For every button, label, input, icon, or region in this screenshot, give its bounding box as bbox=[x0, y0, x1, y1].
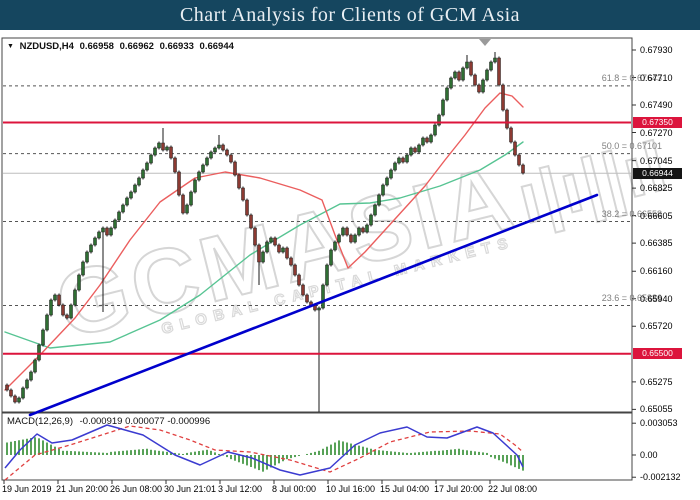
price-tick-label: 0.65055 bbox=[640, 404, 673, 415]
macd-axis-label: -0.002132 bbox=[640, 472, 681, 483]
time-tick-label: 3 Jul 12:00 bbox=[218, 484, 263, 494]
fib-label-38.2: 38.2 = 0.66558 bbox=[601, 208, 662, 219]
macd-axis-label: 0.003053 bbox=[640, 418, 678, 429]
price-tick-label: 0.67930 bbox=[640, 45, 673, 55]
time-tick-label: 8 Jul 00:00 bbox=[272, 484, 317, 494]
macd-indicator-header: MACD(12,26,9) -0.000919 0.000077 -0.0009… bbox=[7, 416, 214, 427]
chevron-down-icon[interactable]: ▼ bbox=[7, 43, 14, 50]
ohlc-high: 0.66962 bbox=[119, 41, 154, 52]
ohlc-close: 0.66944 bbox=[199, 41, 234, 52]
hline-price-label-0: 0.67350 bbox=[633, 117, 682, 128]
time-tick-label: 21 Jun 20:00 bbox=[56, 484, 109, 494]
time-tick-label: 15 Jul 04:00 bbox=[380, 484, 430, 494]
price-tick-label: 0.65940 bbox=[640, 293, 673, 304]
time-tick-label: 10 Jul 16:00 bbox=[326, 484, 376, 494]
time-tick-label: 30 Jun 21:01 bbox=[164, 484, 217, 494]
price-tick-label: 0.65720 bbox=[640, 321, 673, 332]
time-tick-label: 19 Jun 2019 bbox=[2, 484, 52, 494]
time-tick-label: 22 Jul 08:00 bbox=[488, 484, 538, 494]
price-tick-label: 0.65275 bbox=[640, 376, 673, 387]
price-tick-label: 0.66825 bbox=[640, 183, 673, 194]
price-tick-label: 0.67270 bbox=[640, 127, 673, 138]
fib-label-50.0: 50.0 = 0.67101 bbox=[601, 140, 662, 151]
ohlc-low: 0.66933 bbox=[159, 41, 194, 52]
ohlc-open: 0.66958 bbox=[79, 41, 114, 52]
fib-label-61.8: 61.8 = 0.67643 bbox=[601, 72, 662, 83]
page-title: Chart Analysis for Clients of GCM Asia bbox=[179, 3, 521, 26]
macd-values: -0.000919 0.000077 -0.000996 bbox=[79, 416, 211, 427]
price-tick-label: 0.66385 bbox=[640, 238, 673, 249]
price-tick-label: 0.66160 bbox=[640, 266, 673, 277]
price-tick-label: 0.67490 bbox=[640, 100, 673, 110]
price-tick-label: 0.66605 bbox=[640, 210, 673, 221]
current-price-label: 0.66944 bbox=[633, 167, 682, 179]
title-bar: Chart Analysis for Clients of GCM Asia bbox=[0, 0, 700, 30]
hline-price-label-1: 0.65500 bbox=[633, 348, 682, 360]
price-tick-label: 0.67045 bbox=[640, 155, 673, 166]
symbol-name: NZDUSD,H4 bbox=[19, 41, 74, 52]
macd-name: MACD(12,26,9) bbox=[7, 416, 73, 427]
time-tick-label: 17 Jul 20:00 bbox=[434, 484, 484, 494]
time-tick-label: 26 Jun 08:00 bbox=[110, 484, 163, 494]
fib-label-23.6: 23.6 = 0.65886 bbox=[601, 292, 662, 303]
macd-axis-label: 0.00 bbox=[640, 450, 658, 460]
symbol-ohlc-header: ▼ NZDUSD,H4 0.66958 0.66962 0.66933 0.66… bbox=[7, 41, 237, 52]
price-tick-label: 0.67710 bbox=[640, 72, 673, 83]
